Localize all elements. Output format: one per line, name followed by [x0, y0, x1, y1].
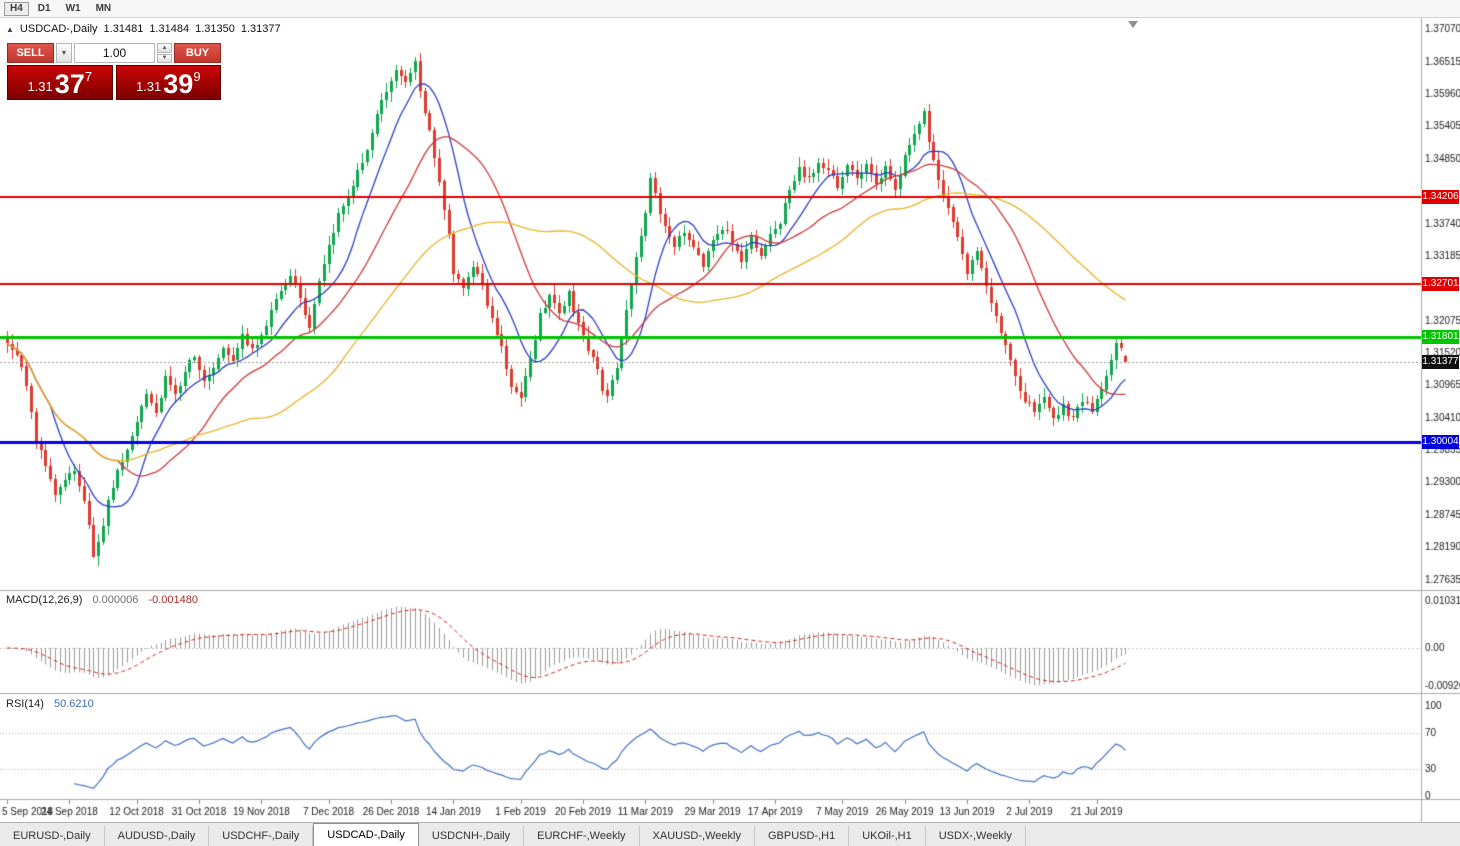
collapse-arrow-icon[interactable]: ▲: [6, 24, 14, 34]
price-line-badge-red-upper[interactable]: 1.34206: [1422, 189, 1459, 204]
chart-ohlc-header: ▲ USDCAD-,Daily 1.31481 1.31484 1.31350 …: [6, 23, 281, 35]
tab-eurchf-weekly[interactable]: EURCHF-,Weekly: [524, 826, 640, 846]
price-line-badge-red-lower[interactable]: 1.32701: [1422, 277, 1459, 292]
macd-signal-value: -0.001480: [148, 594, 198, 606]
macd-main-value: 0.000006: [92, 594, 139, 606]
price-line-badge-blue[interactable]: 1.30004: [1422, 434, 1459, 449]
ohlc-close: 1.31377: [240, 23, 281, 35]
volume-spinner: ▲ ▼: [157, 43, 172, 63]
tab-ukoil-h1[interactable]: UKOil-,H1: [849, 826, 926, 846]
volume-increase-button[interactable]: ▲: [157, 43, 172, 53]
one-click-trading-panel: SELL ▼ ▲ ▼ BUY 1.31 37 7 1.31 39 9: [7, 43, 221, 100]
buy-price-panel[interactable]: 1.31 39 9: [115, 65, 221, 100]
price-line-badge-green[interactable]: 1.31801: [1422, 329, 1459, 344]
timeframe-w1-button[interactable]: W1: [60, 2, 87, 16]
tab-usdx-weekly[interactable]: USDX-,Weekly: [926, 826, 1026, 846]
timeframe-d1-button[interactable]: D1: [32, 2, 57, 16]
ohlc-open: 1.31481: [103, 23, 144, 35]
sell-price-pipette: 7: [84, 69, 93, 84]
rsi-name: RSI(14): [6, 698, 44, 710]
volume-dropdown-button[interactable]: ▼: [56, 43, 72, 63]
sell-price-prefix: 1.31: [27, 79, 53, 94]
timeframe-toolbar: H4 D1 W1 MN: [0, 0, 1460, 18]
tab-eurusd-daily[interactable]: EURUSD-,Daily: [0, 826, 105, 846]
sell-price-pips: 37: [54, 69, 85, 100]
ohlc-low: 1.31350: [195, 23, 235, 35]
last-price-badge: 1.31377: [1422, 354, 1459, 369]
chart-tabs-bar: EURUSD-,Daily AUDUSD-,Daily USDCHF-,Dail…: [0, 822, 1460, 846]
symbol-title: USDCAD-,Daily: [19, 23, 98, 35]
rsi-value: 50.6210: [53, 698, 94, 710]
sell-price-panel[interactable]: 1.31 37 7: [7, 65, 113, 100]
macd-name: MACD(12,26,9): [6, 594, 83, 606]
tab-usdcad-daily[interactable]: USDCAD-,Daily: [313, 823, 419, 846]
buy-price-pipette: 9: [193, 69, 201, 84]
chart-shift-icon[interactable]: [1128, 21, 1138, 28]
buy-price-prefix: 1.31: [135, 79, 162, 94]
volume-input[interactable]: [74, 43, 155, 63]
ohlc-high: 1.31484: [149, 23, 190, 35]
tab-audusd-daily[interactable]: AUDUSD-,Daily: [105, 826, 210, 846]
tab-xauusd-weekly[interactable]: XAUUSD-,Weekly: [640, 826, 755, 846]
tab-usdcnh-daily[interactable]: USDCNH-,Daily: [419, 826, 525, 846]
volume-decrease-button[interactable]: ▼: [157, 53, 172, 63]
rsi-indicator-label: RSI(14) 50.6210: [6, 698, 94, 710]
tab-gbpusd-h1[interactable]: GBPUSD-,H1: [755, 826, 850, 846]
buy-price-pips: 39: [163, 69, 194, 100]
timeframe-mn-button[interactable]: MN: [90, 2, 118, 16]
tab-usdchf-daily[interactable]: USDCHF-,Daily: [209, 826, 314, 846]
macd-indicator-label: MACD(12,26,9) 0.000006 -0.001480: [6, 594, 198, 606]
timeframe-h4-button[interactable]: H4: [4, 1, 29, 16]
buy-button[interactable]: BUY: [174, 43, 221, 63]
sell-button[interactable]: SELL: [7, 43, 54, 63]
